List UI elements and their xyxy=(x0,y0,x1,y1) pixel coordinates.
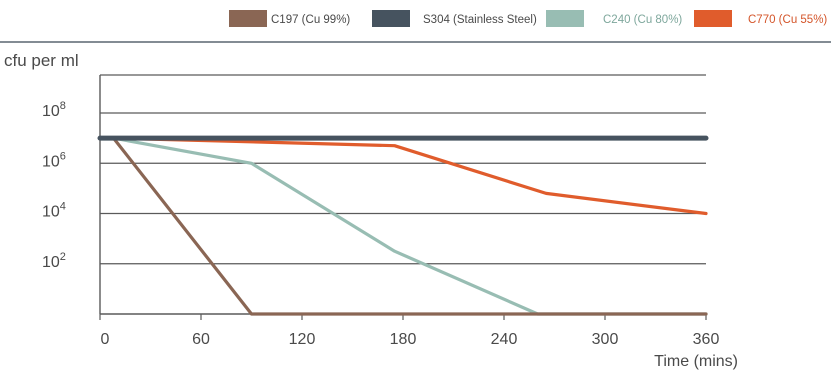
x-tick-label: 240 xyxy=(491,331,518,348)
legend-swatch xyxy=(372,10,410,27)
legend-label: S304 (Stainless Steel) xyxy=(423,14,537,26)
series-lines xyxy=(97,135,709,316)
legend-swatch xyxy=(229,10,267,27)
legend-label: C197 (Cu 99%) xyxy=(271,14,350,26)
y-ticks: 108 106 104 102 xyxy=(42,100,66,271)
y-axis-label: cfu per ml xyxy=(4,51,79,70)
series-line-c240 xyxy=(98,136,708,316)
x-tick-label: 120 xyxy=(289,331,316,348)
y-tick-label: 102 xyxy=(42,251,66,271)
legend-label: C240 (Cu 80%) xyxy=(603,14,682,26)
legend: C197 (Cu 99%) S304 (Stainless Steel) C240 … xyxy=(229,10,827,27)
legend-label: C770 (Cu 55%) xyxy=(748,14,827,26)
grid xyxy=(99,74,706,315)
y-tick-label: 108 xyxy=(42,100,66,120)
x-tick-label: 180 xyxy=(390,331,417,348)
series-line-c197 xyxy=(98,136,708,316)
x-ticks: 0 60 120 180 240 300 360 xyxy=(99,314,720,348)
x-tick-label: 0 xyxy=(101,331,110,348)
x-tick-label: 360 xyxy=(693,331,720,348)
x-axis-label: Time (mins) xyxy=(654,353,738,370)
y-tick-label: 104 xyxy=(42,201,66,221)
x-tick-label: 300 xyxy=(592,331,619,348)
y-tick-label: 106 xyxy=(42,150,66,170)
series-line-c770 xyxy=(98,136,708,216)
legend-swatch xyxy=(546,10,584,27)
legend-swatch xyxy=(694,10,732,27)
x-tick-label: 60 xyxy=(192,331,210,348)
